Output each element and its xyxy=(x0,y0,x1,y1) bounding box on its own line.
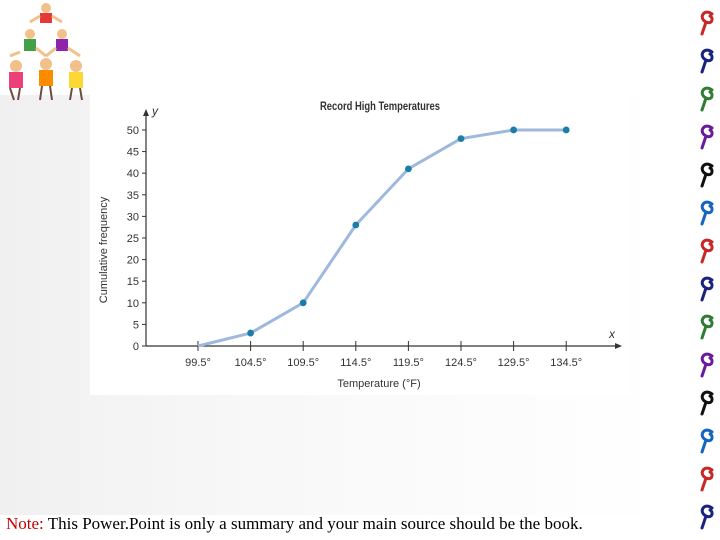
x-tick-label: 104.5° xyxy=(235,357,267,369)
y-tick-label: 40 xyxy=(127,168,139,180)
y-tick-label: 30 xyxy=(127,211,139,223)
swirl-glyph xyxy=(700,466,714,492)
swirl-glyph xyxy=(700,276,714,302)
chart-panel: Record High Temperatures Cumulative freq… xyxy=(90,95,630,395)
footer-note: Note: This Power.Point is only a summary… xyxy=(6,514,706,534)
x-tick-label: 129.5° xyxy=(498,357,530,369)
y-tick-label: 20 xyxy=(127,255,139,267)
swirl-border-decoration xyxy=(700,10,714,530)
y-tick-label: 0 xyxy=(133,341,139,353)
swirl-glyph xyxy=(700,162,714,188)
note-label: Note: xyxy=(6,514,44,533)
cumulative-frequency-chart: Record High Temperatures Cumulative freq… xyxy=(98,99,622,390)
data-point xyxy=(510,126,517,134)
swirl-glyph xyxy=(700,48,714,74)
y-axis-label: Cumulative frequency xyxy=(98,196,110,303)
swirl-glyph xyxy=(700,314,714,340)
x-tick-label: 114.5° xyxy=(340,357,371,369)
series-line xyxy=(197,128,567,348)
swirl-glyph xyxy=(700,504,714,530)
note-text: This Power.Point is only a summary and y… xyxy=(43,514,583,533)
y-tick-label: 35 xyxy=(127,190,139,202)
kids-pyramid-clipart xyxy=(9,3,83,101)
y-tick-label: 5 xyxy=(133,319,139,331)
y-axis-arrow xyxy=(143,109,149,116)
y-tick-label: 50 xyxy=(127,125,139,137)
data-point xyxy=(457,135,465,143)
swirl-glyph xyxy=(700,390,714,416)
y-tick-label: 10 xyxy=(127,298,139,310)
chart-title: Record High Temperatures xyxy=(320,99,440,113)
data-point xyxy=(352,221,360,229)
swirl-glyph xyxy=(700,238,714,264)
y-tick-label: 15 xyxy=(127,276,139,288)
data-point xyxy=(405,165,412,173)
data-point xyxy=(562,126,570,134)
x-tick-label: 99.5° xyxy=(185,357,211,369)
swirl-glyph xyxy=(700,124,714,150)
data-point xyxy=(247,329,255,337)
x-axis-arrow xyxy=(615,343,622,349)
swirl-glyph xyxy=(700,352,714,378)
x-axis-symbol: x xyxy=(608,327,616,341)
y-axis-symbol: y xyxy=(151,104,159,118)
swirl-glyph xyxy=(700,428,714,454)
y-tick-label: 25 xyxy=(127,233,139,245)
x-tick-label: 134.5° xyxy=(550,357,582,369)
x-tick-label: 109.5° xyxy=(287,357,319,369)
swirl-glyph xyxy=(700,200,714,226)
x-tick-label: 124.5° xyxy=(445,357,477,369)
data-point xyxy=(299,299,307,307)
x-tick-label: 119.5° xyxy=(393,357,424,369)
y-tick-label: 45 xyxy=(127,147,139,159)
swirl-glyph xyxy=(700,10,714,36)
x-axis-label: Temperature (°F) xyxy=(337,378,420,390)
swirl-glyph xyxy=(700,86,714,112)
